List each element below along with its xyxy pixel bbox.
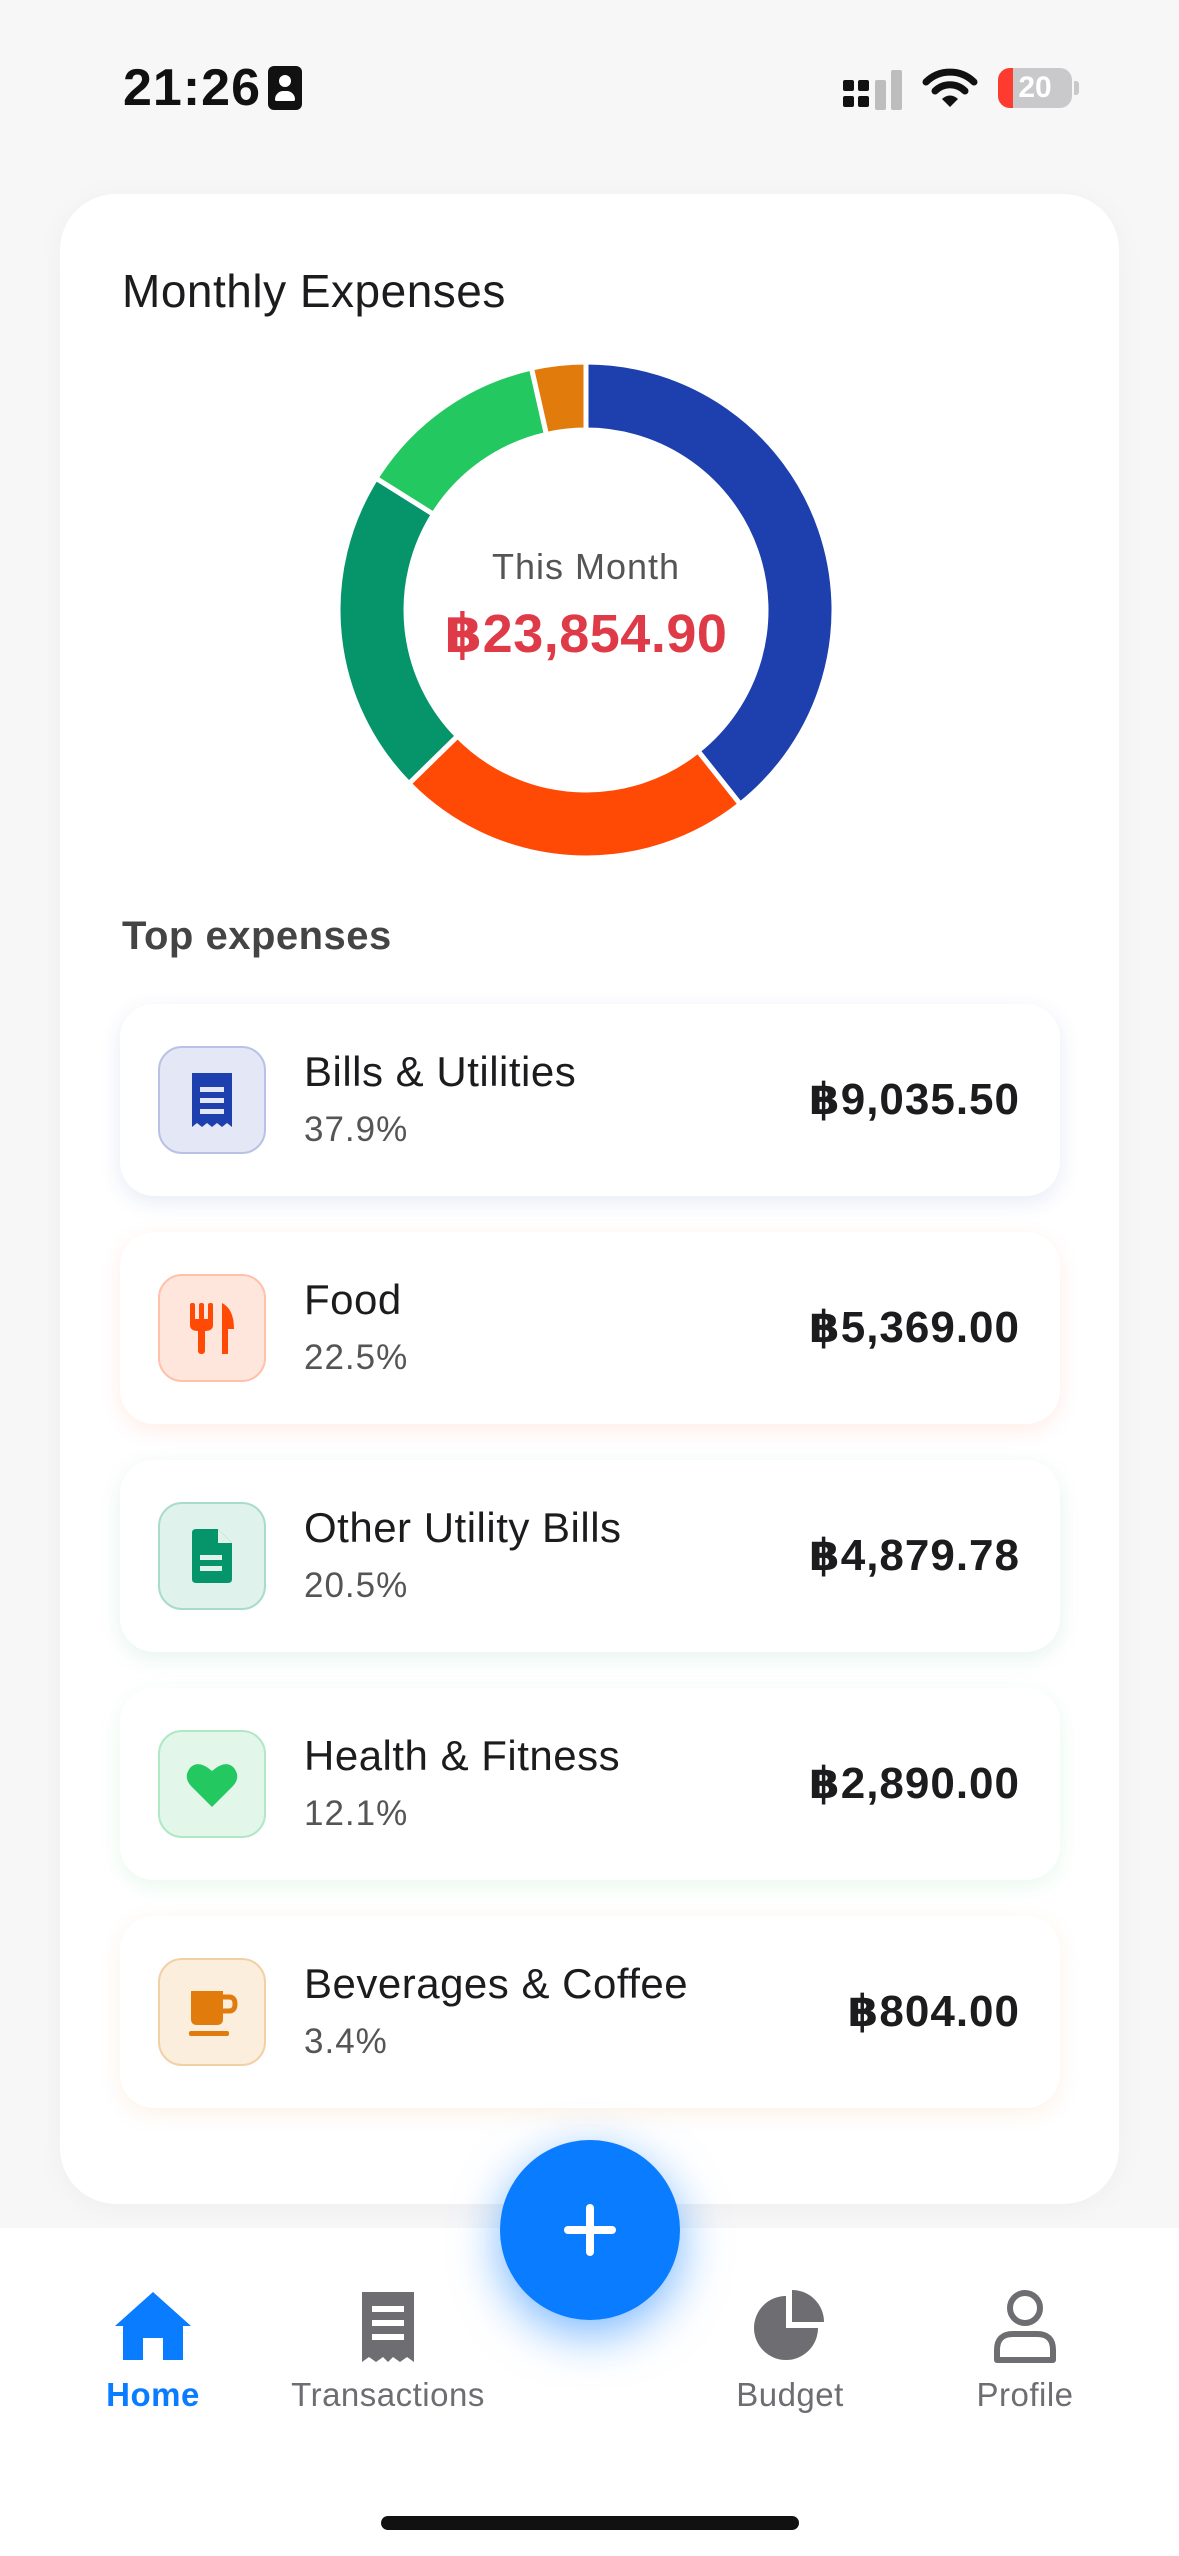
expense-item-bills-utilities[interactable]: Bills & Utilities 37.9% ฿9,035.50 [120,1004,1060,1196]
tab-home[interactable]: Home [53,2288,253,2414]
wifi-icon [922,68,978,107]
expense-percent: 20.5% [304,1566,409,1605]
utensils-icon [158,1274,266,1382]
monthly-expenses-card: Monthly Expenses This Month ฿23,854.90 T… [60,194,1119,2204]
person-icon [994,2290,1056,2363]
heart-icon [158,1730,266,1838]
tab-budget[interactable]: Budget [690,2288,890,2414]
tab-budget-label: Budget [736,2376,844,2413]
expense-item-beverages-coffee[interactable]: Beverages & Coffee 3.4% ฿804.00 [120,1916,1060,2108]
expense-amount: ฿4,879.78 [809,1531,1020,1580]
expense-name: Health & Fitness [304,1732,621,1779]
donut-center-label: This Month [491,546,681,587]
card-title: Monthly Expenses [122,265,506,317]
expense-percent: 37.9% [304,1110,409,1149]
tab-home-label: Home [106,2376,200,2413]
document-icon [158,1502,266,1610]
battery-percent: 20 [1018,71,1052,104]
expense-percent: 3.4% [304,2022,388,2061]
expense-name: Food [304,1276,402,1323]
donut-center-amount: ฿23,854.90 [444,604,728,664]
expense-name: Beverages & Coffee [304,1960,689,2007]
receipt-icon [362,2292,414,2362]
expense-amount: ฿5,369.00 [809,1303,1020,1352]
expense-percent: 12.1% [304,1794,409,1833]
clock: 21:26 [123,59,261,117]
pie-chart-icon [754,2290,824,2360]
expense-item-food[interactable]: Food 22.5% ฿5,369.00 [120,1232,1060,1424]
expense-amount: ฿804.00 [847,1987,1020,2036]
tab-profile[interactable]: Profile [925,2288,1125,2414]
expense-item-health-fitness[interactable]: Health & Fitness 12.1% ฿2,890.00 [120,1688,1060,1880]
expense-name: Bills & Utilities [304,1048,577,1095]
battery-icon: 20 [998,68,1079,108]
expense-amount: ฿9,035.50 [809,1075,1020,1124]
tab-transactions[interactable]: Transactions [288,2288,488,2414]
donut-slice-food [405,732,744,860]
expense-donut-chart [336,360,836,860]
status-bar: 21:26 20 [0,0,1179,170]
receipt-icon [158,1046,266,1154]
donut-slice-bills-utilities [583,360,836,808]
add-expense-button[interactable] [500,2140,680,2320]
expense-name: Other Utility Bills [304,1504,622,1551]
expense-item-other-utility-bills[interactable]: Other Utility Bills 20.5% ฿4,879.78 [120,1460,1060,1652]
home-indicator [381,2516,799,2530]
coffee-cup-icon [158,1958,266,2066]
home-icon [115,2292,191,2360]
tab-profile-label: Profile [976,2376,1074,2413]
donut-slice-beverages-coffee [528,360,589,438]
tab-transactions-label: Transactions [291,2376,485,2413]
expense-percent: 22.5% [304,1338,409,1377]
plus-icon [564,2204,616,2256]
section-title: Top expenses [122,914,392,958]
cellular-signal-icon [843,70,905,110]
expense-amount: ฿2,890.00 [809,1759,1020,1808]
contact-card-icon [268,66,302,110]
donut-slice-health-fitness [372,365,550,518]
